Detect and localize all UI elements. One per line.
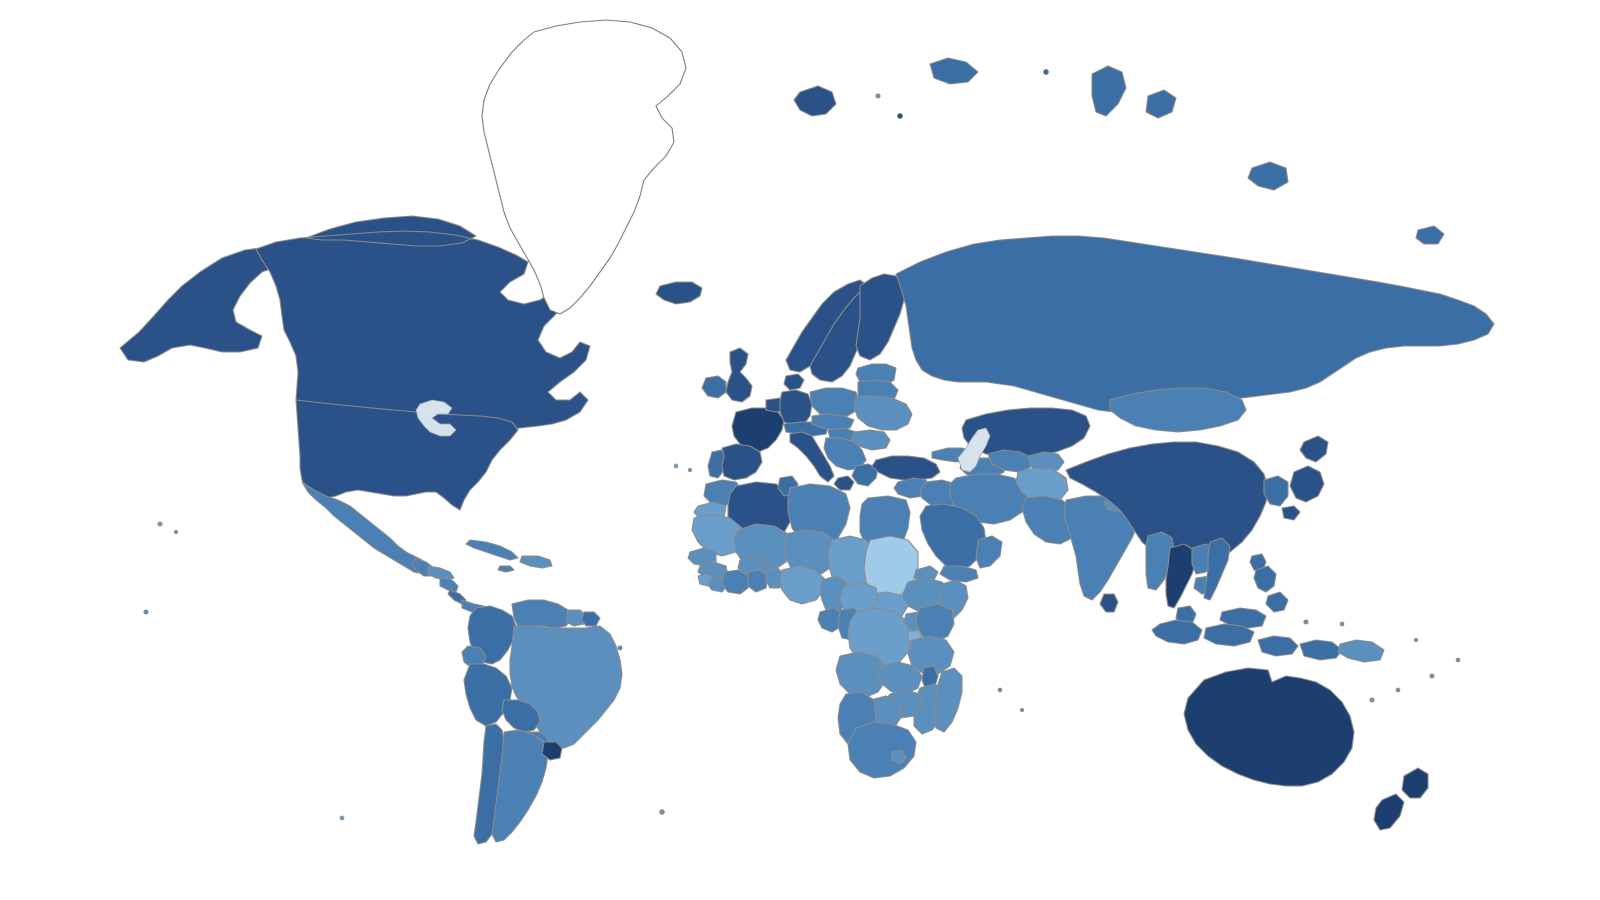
- country-finland[interactable]: Finland: [856, 274, 904, 360]
- island-specks: [144, 69, 1460, 820]
- country-benin-togo[interactable]: Benin / Togo: [766, 568, 784, 588]
- country-cote-divoire[interactable]: Côte d'Ivoire: [722, 570, 748, 594]
- country-cuba[interactable]: Cuba: [466, 540, 518, 560]
- country-jamaica[interactable]: Jamaica: [498, 566, 514, 572]
- country-tanzania[interactable]: Tanzania: [908, 636, 954, 674]
- lake-caspian-sea: [957, 427, 991, 473]
- country-papua-new-guinea[interactable]: Papua New Guinea: [1338, 640, 1384, 662]
- country-sudan[interactable]: Sudan: [864, 536, 918, 598]
- country-saudi-arabia[interactable]: Saudi Arabia: [920, 504, 986, 570]
- country-nigeria[interactable]: Nigeria: [780, 566, 824, 604]
- arctic-islands: [794, 58, 1444, 244]
- country-italy[interactable]: Italy: [790, 432, 854, 490]
- country-uruguay[interactable]: Uruguay: [542, 742, 562, 760]
- country-poland[interactable]: Poland: [810, 388, 858, 418]
- country-philippines[interactable]: Philippines: [1254, 566, 1288, 612]
- country-hispaniola[interactable]: Hispaniola: [520, 556, 552, 568]
- country-mongolia[interactable]: Mongolia: [1110, 388, 1246, 432]
- country-denmark[interactable]: Denmark: [784, 374, 804, 390]
- country-suriname[interactable]: Suriname: [582, 612, 600, 626]
- country-germany[interactable]: Germany: [780, 390, 812, 426]
- country-ukraine[interactable]: Ukraine: [854, 396, 912, 430]
- country-australia[interactable]: Australia: [1184, 668, 1354, 786]
- country-spain[interactable]: Spain: [722, 444, 762, 480]
- country-myanmar[interactable]: Myanmar: [1146, 532, 1174, 590]
- country-indonesia[interactable]: Indonesia: [1152, 620, 1342, 660]
- country-iceland[interactable]: Iceland: [656, 282, 702, 304]
- country-yemen[interactable]: Yemen: [940, 566, 978, 582]
- island-svalbard: [794, 86, 836, 116]
- country-china[interactable]: China: [1066, 442, 1268, 564]
- country-alaska[interactable]: Alaska (US): [120, 247, 292, 362]
- country-japan[interactable]: Japan: [1282, 436, 1328, 520]
- country-greece[interactable]: Greece: [852, 464, 878, 486]
- country-vietnam[interactable]: Vietnam: [1204, 538, 1230, 600]
- lake-great-lakes: [415, 399, 457, 437]
- island-franz-josef: [930, 58, 978, 84]
- country-angola[interactable]: Angola: [836, 652, 886, 698]
- country-czechia-slovakia[interactable]: Czechia / Slovakia: [812, 414, 854, 430]
- country-uzbekistan[interactable]: Uzbekistan: [988, 450, 1032, 472]
- country-new-zealand[interactable]: New Zealand: [1374, 768, 1428, 830]
- country-zambia[interactable]: Zambia: [878, 662, 922, 694]
- country-peru[interactable]: Peru: [464, 664, 512, 726]
- country-korea[interactable]: Korea: [1264, 476, 1288, 506]
- island-wrangel: [1416, 226, 1444, 244]
- country-sri-lanka[interactable]: Sri Lanka: [1100, 594, 1118, 612]
- country-uk[interactable]: United Kingdom: [726, 348, 752, 402]
- country-iran[interactable]: Iran: [950, 474, 1028, 524]
- country-lesotho[interactable]: Lesotho: [892, 750, 906, 764]
- country-guyana[interactable]: Guyana: [566, 610, 586, 626]
- country-pakistan[interactable]: Pakistan: [1022, 496, 1078, 544]
- country-oman[interactable]: Oman: [976, 536, 1002, 568]
- island-new-siberian: [1248, 162, 1288, 190]
- country-bolivia[interactable]: Bolivia: [502, 700, 540, 732]
- country-greenland[interactable]: Greenland: [482, 20, 686, 314]
- country-russia[interactable]: Russia: [896, 236, 1494, 412]
- country-turkey[interactable]: Turkey: [872, 456, 940, 480]
- island-severnaya: [1146, 90, 1176, 118]
- country-ghana[interactable]: Ghana: [748, 570, 768, 592]
- island-novaya-zemlya: [1092, 66, 1126, 116]
- country-ireland[interactable]: Ireland: [702, 376, 726, 398]
- country-honduras[interactable]: Honduras: [428, 566, 454, 580]
- country-niger[interactable]: Niger: [784, 530, 836, 576]
- country-madagascar[interactable]: Madagascar: [934, 668, 962, 732]
